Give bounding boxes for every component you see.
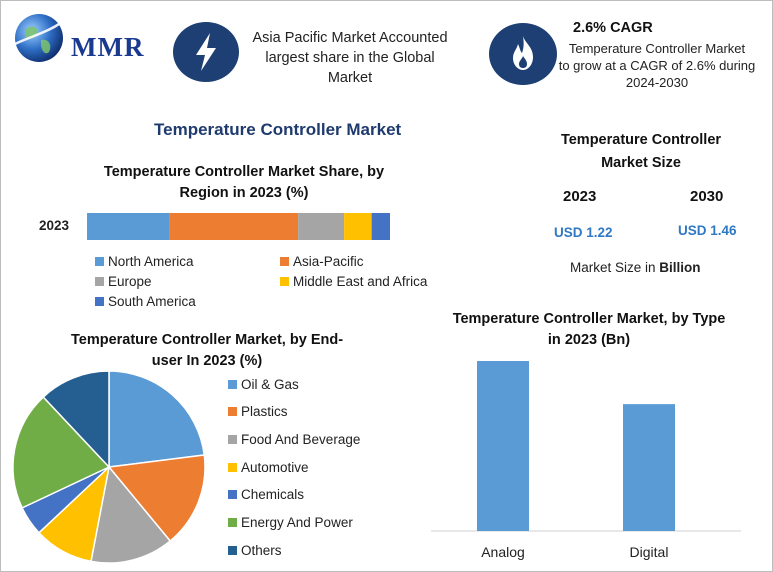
legend-swatch: [228, 463, 237, 472]
legend-label: Europe: [108, 274, 152, 289]
legend-item: South America: [95, 294, 196, 309]
legend-item: Plastics: [228, 404, 288, 419]
title-line: Market Size: [601, 155, 681, 171]
legend-label: Energy And Power: [241, 515, 353, 530]
title-line: in 2023 (Bn): [547, 332, 631, 348]
legend-swatch: [228, 518, 237, 527]
region-category-label: 2023: [39, 218, 70, 233]
pie-slice-others: [42, 370, 110, 469]
legend-label: Plastics: [241, 404, 288, 419]
legend-swatch: [95, 257, 104, 266]
info-line: largest share in the Global: [265, 50, 435, 66]
type-chart-title: Temperature Controller Market, by Type i…: [429, 309, 749, 351]
legend-swatch: [95, 297, 104, 306]
legend-item: Food And Beverage: [228, 432, 360, 447]
legend-swatch: [228, 407, 237, 416]
legend-label: Middle East and Africa: [293, 274, 428, 289]
bar-digital: [623, 404, 675, 531]
bar-analog: [477, 361, 529, 531]
legend-label: Food And Beverage: [241, 432, 361, 447]
region-chart-title: Temperature Controller Market Share, by …: [69, 162, 419, 204]
info-line: Market: [327, 70, 373, 86]
title-line: user In 2023 (%): [151, 353, 263, 369]
legend-swatch: [95, 277, 104, 286]
legend-label: Asia-Pacific: [293, 254, 364, 269]
legend-item: Middle East and Africa: [280, 274, 427, 289]
page-title: Temperature Controller Market: [154, 120, 402, 139]
legend-item: Asia-Pacific: [280, 254, 364, 269]
title-line: Temperature Controller Market, by Type: [452, 311, 726, 327]
cagr-heading: 2.6% CAGR: [573, 20, 653, 36]
legend-swatch: [228, 380, 237, 389]
info-line: to grow at a CAGR of 2.6% during: [558, 58, 756, 73]
legend-item: Automotive: [228, 460, 309, 475]
info-line: Asia Pacific Market Accounted: [252, 30, 448, 46]
x-tick-label: Digital: [629, 544, 669, 560]
pie-slice-energy-and-power: [12, 395, 111, 509]
legend-label: Automotive: [241, 460, 309, 475]
legend-swatch: [280, 277, 289, 286]
pie-slice-oil-gas: [108, 370, 206, 468]
lightning-icon: [173, 22, 239, 82]
legend-item: Chemicals: [228, 487, 304, 502]
legend-item: Europe: [95, 274, 152, 289]
market-size-year-2023: 2023: [563, 188, 597, 205]
legend-item: Oil & Gas: [228, 377, 299, 392]
market-size-footer: Market Size in Billion: [570, 260, 701, 275]
legend-swatch: [228, 546, 237, 555]
info-box-cagr: Temperature Controller Market to grow at…: [550, 40, 764, 91]
logo: MMR: [13, 10, 163, 66]
legend-item: North America: [95, 254, 194, 269]
globe-icon: [14, 14, 68, 62]
legend-label: South America: [108, 294, 196, 309]
legend-swatch: [228, 490, 237, 499]
flame-icon: [489, 23, 557, 85]
x-tick-label: Analog: [481, 544, 525, 560]
market-size-title: Temperature Controller Market Size: [521, 129, 761, 175]
legend-label: Others: [241, 543, 282, 558]
legend-item: Others: [228, 543, 282, 558]
pie-slice-plastics: [107, 454, 206, 543]
info-line: Temperature Controller Market: [568, 41, 746, 56]
pie-slice-food-and-beverage: [90, 465, 172, 564]
market-size-value-2023: USD 1.22: [554, 225, 613, 240]
legend-swatch: [228, 435, 237, 444]
legend-label: Chemicals: [241, 487, 305, 502]
info-line: 2024-2030: [625, 75, 689, 90]
footer-unit: Billion: [659, 260, 701, 275]
footer-prefix: Market Size in: [570, 260, 660, 275]
bar-segment-mea: [344, 213, 372, 240]
info-box-asia-pacific: Asia Pacific Market Accounted largest sh…: [241, 28, 459, 88]
title-line: Temperature Controller: [560, 132, 722, 148]
title-line: Temperature Controller Market, by End-: [70, 332, 344, 348]
bar-segment-europe: [298, 213, 345, 240]
legend-swatch: [280, 257, 289, 266]
market-size-year-2030: 2030: [690, 188, 724, 205]
title-line: Region in 2023 (%): [179, 185, 309, 201]
bar-segment-north-america: [87, 213, 170, 240]
legend-item: Energy And Power: [228, 515, 353, 530]
bar-segment-south-america: [371, 213, 390, 240]
bar-segment-asia-pacific: [169, 213, 299, 240]
market-size-value-2030: USD 1.46: [678, 223, 737, 238]
legend-label: Oil & Gas: [241, 377, 299, 392]
legend-label: North America: [108, 254, 194, 269]
logo-text: MMR: [71, 32, 145, 62]
title-line: Temperature Controller Market Share, by: [103, 164, 385, 180]
enduser-chart-title: Temperature Controller Market, by End- u…: [47, 330, 367, 372]
